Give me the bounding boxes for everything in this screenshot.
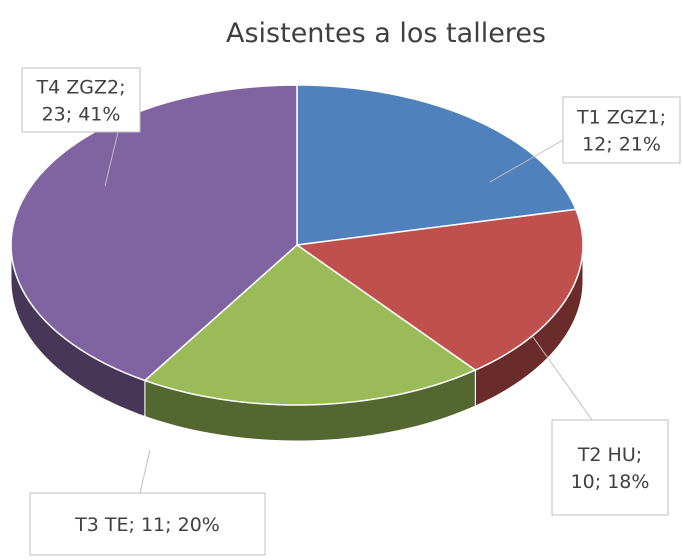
slice — [143, 244, 477, 406]
label-box — [551, 419, 669, 516]
label-part: 20% — [178, 514, 220, 536]
label-box — [562, 96, 681, 164]
label-part: T2 HU — [577, 444, 636, 466]
data-label: 12; 21% — [582, 134, 661, 156]
label-box — [21, 67, 141, 133]
label-part: ; — [119, 77, 125, 99]
label-part: T4 ZGZ2 — [36, 77, 120, 99]
label-part: 21% — [619, 134, 661, 156]
label-part: ; — [129, 514, 141, 536]
leader-line — [532, 336, 593, 421]
leader-line — [489, 139, 564, 183]
label-part: ; — [66, 104, 78, 126]
label-part: 10 — [571, 471, 595, 493]
label-part: ; — [165, 514, 177, 536]
data-label: T4 ZGZ2; — [36, 77, 126, 99]
data-label: T2 HU; — [577, 444, 642, 466]
data-label: 10; 18% — [571, 471, 650, 493]
data-label: 23; 41% — [42, 104, 121, 126]
label-part: 12 — [582, 134, 606, 156]
slice — [294, 208, 584, 371]
chart-title: Asistentes a los talleres — [226, 18, 546, 49]
label-part: 18% — [607, 471, 649, 493]
label-part: 23 — [42, 104, 66, 126]
slice — [10, 84, 298, 382]
label-part: T1 ZGZ1 — [576, 107, 660, 129]
data-label: T1 ZGZ1; — [576, 107, 666, 129]
label-part: ; — [595, 471, 607, 493]
slice — [296, 84, 577, 246]
leader-line — [139, 449, 151, 494]
label-part: ; — [636, 444, 642, 466]
label-part: 11 — [141, 514, 165, 536]
label-box — [29, 492, 266, 556]
data-label: T3 TE; 11; 20% — [74, 514, 220, 536]
leader-line — [104, 131, 119, 187]
label-part: ; — [660, 107, 666, 129]
label-part: ; — [606, 134, 618, 156]
label-part: T3 TE — [74, 514, 128, 536]
label-part: 41% — [78, 104, 120, 126]
